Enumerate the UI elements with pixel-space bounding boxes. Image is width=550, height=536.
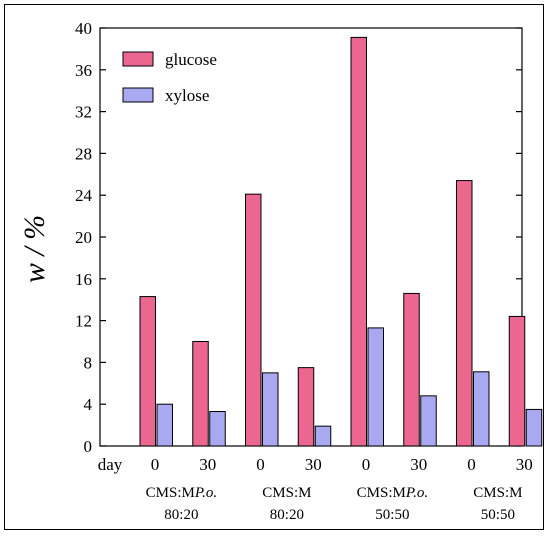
group-label-italic: P.o.	[405, 485, 428, 501]
y-tick-label: 8	[84, 353, 93, 372]
bar-xylose	[209, 411, 226, 447]
x-tick-label: 30	[410, 455, 427, 474]
y-tick-label: 4	[84, 395, 93, 414]
group-label: CMS:MP.o.	[146, 485, 217, 501]
group-label-prefix: CMS:M	[262, 485, 311, 501]
x-tick-label: 30	[516, 455, 533, 474]
bar-glucose	[456, 180, 473, 447]
group-label-prefix: CMS:M	[357, 485, 406, 501]
x-tick-label: 0	[467, 455, 476, 474]
y-tick-label: 32	[75, 103, 92, 122]
y-tick-label: 12	[75, 312, 92, 331]
group-label-ratio: 50:50	[481, 507, 515, 523]
bar-xylose	[314, 425, 332, 447]
bar-glucose	[350, 36, 367, 447]
group-label: CMS:MP.o.	[357, 485, 428, 501]
bar-xylose	[473, 371, 490, 447]
group-label-ratio: 50:50	[375, 507, 409, 523]
y-tick-label: 28	[75, 144, 92, 163]
legend: glucose xylose	[122, 50, 217, 105]
y-tick-label: 16	[75, 270, 92, 289]
legend-label-glucose: glucose	[165, 50, 217, 69]
group-label: CMS:M	[473, 485, 522, 501]
bar-xylose	[156, 403, 173, 447]
bar-xylose	[420, 395, 437, 447]
group-label-prefix: CMS:M	[473, 485, 522, 501]
legend-label-xylose: xylose	[165, 86, 209, 105]
bar-glucose	[245, 193, 262, 447]
y-tick-label: 0	[84, 437, 93, 456]
legend-swatch-xylose	[122, 87, 154, 103]
bar-glucose	[297, 367, 315, 447]
bar-xylose	[367, 327, 384, 447]
bar-glucose	[192, 341, 209, 447]
y-axis-label: w / %	[18, 215, 51, 283]
bar-glucose	[508, 315, 526, 447]
bar-glucose	[403, 292, 420, 447]
bars	[139, 36, 543, 447]
x-tick-label: 30	[199, 455, 216, 474]
bar-xylose	[262, 372, 279, 447]
y-tick-label: 24	[75, 186, 93, 205]
x-axis-labels: day 0 30 0 30 0 30 0 30CMS:MP.o.80:20CMS:M80:20C…	[98, 455, 533, 523]
group-label-italic: P.o.	[194, 485, 217, 501]
y-axis-ticks: 0 4 8 12 16 20 24 28 32 36 40	[75, 19, 522, 456]
day-label: day	[98, 455, 123, 474]
y-tick-label: 40	[75, 19, 92, 38]
group-label: CMS:M	[262, 485, 311, 501]
legend-swatch-glucose	[122, 51, 154, 67]
group-label-prefix: CMS:M	[146, 485, 195, 501]
bar-glucose	[139, 296, 156, 447]
y-tick-label: 36	[75, 61, 92, 80]
group-label-ratio: 80:20	[270, 507, 304, 523]
y-tick-label: 20	[75, 228, 92, 247]
x-tick-label: 30	[305, 455, 322, 474]
bar-xylose	[525, 408, 543, 447]
x-tick-label: 0	[151, 455, 160, 474]
x-tick-label: 0	[256, 455, 265, 474]
group-label-ratio: 80:20	[164, 507, 198, 523]
x-tick-label: 0	[362, 455, 371, 474]
